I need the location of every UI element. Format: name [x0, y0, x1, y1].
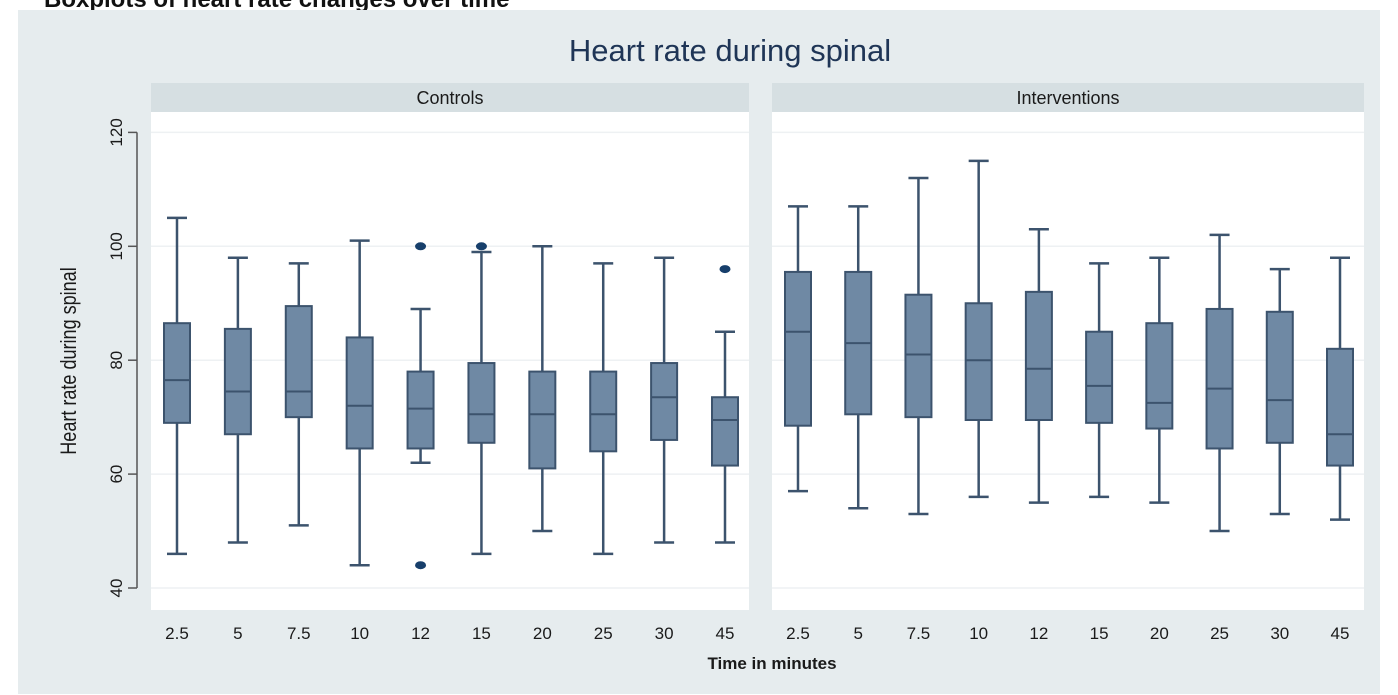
panel-label: Interventions [1016, 88, 1119, 108]
x-tick-label: 7.5 [907, 624, 931, 643]
box [1024, 290, 1053, 421]
box [1085, 330, 1114, 424]
x-tick-label: 45 [716, 624, 735, 643]
x-tick-label: 7.5 [287, 624, 311, 643]
outlier-point [415, 242, 427, 251]
x-tick-label: 30 [655, 624, 674, 643]
outlier-point [475, 242, 487, 251]
y-tick-label: 80 [107, 351, 126, 370]
panel-strip [772, 83, 1364, 112]
y-tick-label: 120 [107, 118, 126, 146]
outlier-point [719, 265, 731, 274]
y-tick-label: 60 [107, 465, 126, 484]
chart-title: Heart rate during spinal [569, 33, 891, 68]
x-tick-label: 25 [594, 624, 613, 643]
x-tick-label: 15 [472, 624, 491, 643]
x-tick-label: 2.5 [165, 624, 189, 643]
box [1145, 322, 1174, 430]
clipped-caption: Boxplots of heart rate changes over time [44, 0, 509, 14]
x-tick-label: 15 [1090, 624, 1109, 643]
x-tick-label: 5 [233, 624, 242, 643]
x-tick-label: 10 [350, 624, 369, 643]
x-tick-label: 30 [1270, 624, 1289, 643]
y-axis-title: Heart rate during spinal [57, 267, 81, 454]
x-tick-label: 2.5 [786, 624, 810, 643]
x-axis-title: Time in minutes [707, 654, 836, 673]
box [528, 370, 557, 470]
x-tick-label: 45 [1331, 624, 1350, 643]
x-tick-label: 5 [853, 624, 862, 643]
box [406, 370, 435, 450]
box [1326, 347, 1354, 467]
x-tick-label: 20 [1150, 624, 1169, 643]
box [784, 270, 812, 427]
panel-label: Controls [416, 88, 483, 108]
box [964, 302, 993, 421]
box [711, 396, 739, 467]
panel-strip [151, 83, 749, 112]
box [467, 362, 496, 444]
box [1265, 310, 1294, 444]
box [284, 305, 313, 419]
box [345, 336, 374, 450]
y-tick-label: 40 [107, 579, 126, 598]
box [1205, 307, 1234, 450]
box [650, 362, 679, 441]
x-tick-label: 25 [1210, 624, 1229, 643]
x-tick-label: 10 [969, 624, 988, 643]
box [163, 322, 191, 424]
box [223, 327, 252, 436]
y-tick-label: 100 [107, 232, 126, 260]
x-tick-label: 12 [411, 624, 430, 643]
x-tick-label: 12 [1029, 624, 1048, 643]
box [589, 370, 618, 453]
x-tick-label: 20 [533, 624, 552, 643]
box [904, 293, 933, 419]
outlier-point [415, 561, 427, 570]
